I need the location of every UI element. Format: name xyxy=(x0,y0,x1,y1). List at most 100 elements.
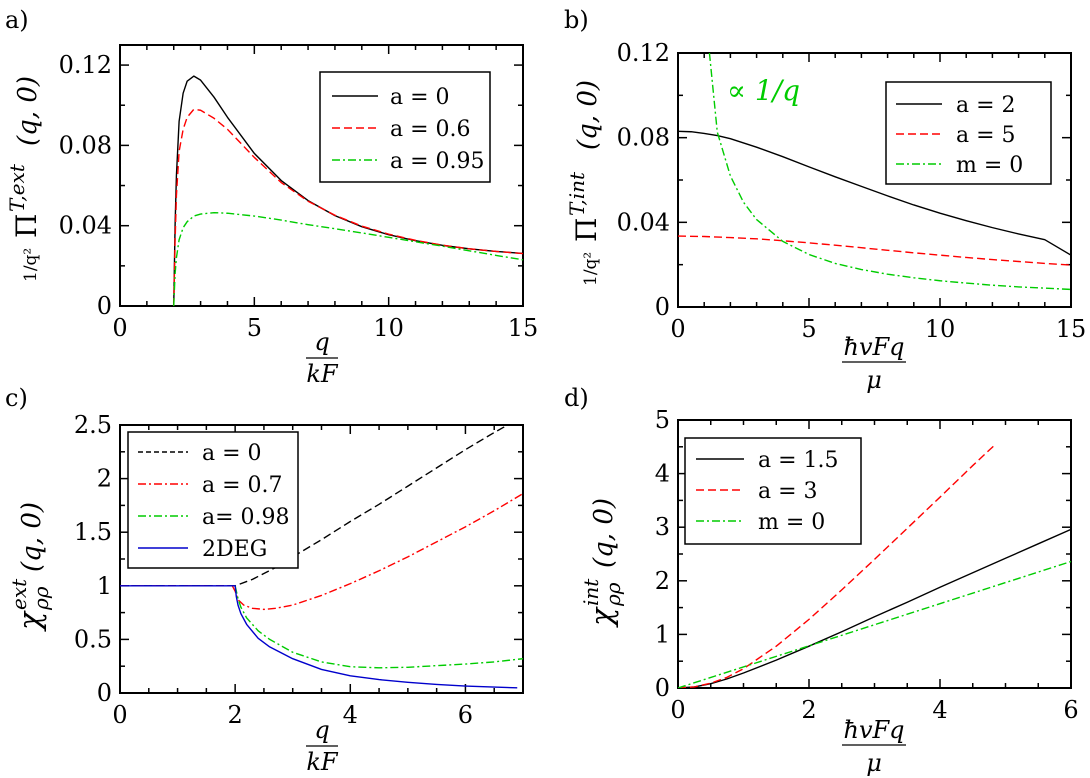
panel-b: b) 0 5 10 15 0 0.04 0.08 0.12 ∝ 1/q ħvFq… xyxy=(564,6,1086,394)
y-tick-label: 1.5 xyxy=(74,518,112,546)
y-label-superscript: int xyxy=(579,578,603,606)
y-tick-label: 4 xyxy=(655,460,670,488)
y-tick-label: 2 xyxy=(655,567,670,595)
legend-label: a = 0.6 xyxy=(390,117,471,142)
legend-label: a = 5 xyxy=(956,123,1016,148)
x-label-numerator: ħvFq xyxy=(843,716,904,744)
panel-b-series xyxy=(678,53,1071,291)
y-tick-label: 0 xyxy=(655,293,670,321)
x-tick-label: 0 xyxy=(670,696,685,724)
panel-a-legend: a = 0 a = 0.6 a = 0.95 xyxy=(319,71,491,183)
y-tick-label: 0 xyxy=(97,679,112,707)
x-tick-label: 15 xyxy=(1056,315,1087,343)
x-tick-label: 0 xyxy=(112,701,127,729)
panel-b-label: b) xyxy=(564,6,589,34)
series-line-a-0-6 xyxy=(173,108,523,306)
legend-label: 2DEG xyxy=(202,537,267,562)
series-line-a-5 xyxy=(678,235,1071,266)
x-label-numerator: q xyxy=(314,716,329,744)
x-label-denominator: kF xyxy=(306,748,339,776)
y-tick-label: 0.04 xyxy=(617,208,670,236)
y-tick-label: 2.5 xyxy=(74,411,112,439)
y-label-symbol: χ xyxy=(13,610,48,632)
y-tick-label: 0.08 xyxy=(59,131,112,159)
x-label-denominator: μ xyxy=(866,366,882,394)
legend-box xyxy=(127,431,299,569)
x-tick-label: 6 xyxy=(458,701,473,729)
panel-b-x-axis-label: ħvFq μ xyxy=(842,333,906,394)
panel-a: a) 0 5 10 15 0 0.04 0.08 0.12 q kF 1/q² … xyxy=(5,6,538,388)
y-label-superscript: ext xyxy=(7,578,31,610)
panel-d-y-tick-labels: 0 1 2 3 4 5 xyxy=(655,406,670,702)
legend-label: a= 0.98 xyxy=(202,505,290,530)
y-label-symbol: Π xyxy=(10,214,43,238)
panel-d-y-axis-label: χ int ρρ (q, 0) xyxy=(579,498,625,628)
x-tick-label: 6 xyxy=(1063,696,1078,724)
legend-label: m = 0 xyxy=(956,153,1023,178)
legend-label: a = 0 xyxy=(390,85,450,110)
panel-d-legend: a = 1.5 a = 3 m = 0 xyxy=(684,437,862,545)
panel-a-plot-frame xyxy=(119,44,524,307)
y-tick-label: 0.12 xyxy=(59,51,112,79)
panel-d-series xyxy=(678,443,1071,688)
panel-a-x-tick-labels: 0 5 10 15 xyxy=(112,314,538,342)
x-tick-label: 10 xyxy=(925,315,956,343)
x-label-denominator: kF xyxy=(306,360,339,388)
y-tick-label: 0.12 xyxy=(617,39,670,67)
panel-b-y-axis-label: 1/q² Π T,int (q, 0) xyxy=(565,80,603,286)
panel-d: d) 0 2 4 6 0 1 2 3 4 5 ħvFq μ χ int ρρ xyxy=(564,384,1079,777)
panel-b-legend: a = 2 a = 5 m = 0 xyxy=(885,81,1052,185)
panel-c: c) 0 2 4 6 0 0.5 1 1.5 2 2.5 q kF χ ext … xyxy=(5,384,524,776)
y-label-superscript: T,ext xyxy=(5,163,29,212)
panel-a-ticks xyxy=(119,45,524,307)
series-line-a-0-95 xyxy=(173,211,523,306)
y-label-superscript: T,int xyxy=(565,171,589,216)
legend-box xyxy=(319,71,491,183)
y-label-arguments: (q, 0) xyxy=(589,498,619,568)
legend-box xyxy=(684,437,862,545)
legend-label: a = 3 xyxy=(758,479,818,504)
y-label-arguments: (q, 0) xyxy=(573,80,603,150)
y-label-subscript: ρρ xyxy=(601,582,625,607)
series-line-a-0 xyxy=(120,425,510,587)
y-tick-label: 1 xyxy=(97,572,112,600)
legend-box xyxy=(885,81,1052,185)
legend-label: a = 1.5 xyxy=(758,448,839,473)
x-tick-label: 5 xyxy=(247,314,262,342)
y-tick-label: 0.04 xyxy=(59,212,112,240)
panel-c-legend: a = 0 a = 0.7 a= 0.98 2DEG xyxy=(127,431,299,569)
series-line-2deg xyxy=(120,585,518,689)
panel-c-y-tick-labels: 0 0.5 1 1.5 2 2.5 xyxy=(74,411,112,707)
x-tick-label: 2 xyxy=(228,701,243,729)
x-tick-label: 10 xyxy=(373,314,404,342)
y-tick-label: 5 xyxy=(655,406,670,434)
x-label-numerator: q xyxy=(314,328,329,356)
panel-b-ticks xyxy=(677,52,1072,308)
x-tick-label: 4 xyxy=(343,701,358,729)
panel-a-y-tick-labels: 0 0.04 0.08 0.12 xyxy=(59,51,112,320)
panel-b-annotation: ∝ 1/q xyxy=(727,74,800,107)
y-label-arguments: (q, 0) xyxy=(13,76,43,146)
panel-b-x-tick-labels: 0 5 10 15 xyxy=(670,315,1086,343)
y-tick-label: 3 xyxy=(655,513,670,541)
y-tick-label: 0.5 xyxy=(74,625,112,653)
y-label-symbol: Π xyxy=(570,218,603,242)
panel-c-x-axis-label: q kF xyxy=(306,716,339,776)
series-line-a-3 xyxy=(678,443,997,688)
y-label-arguments: (q, 0) xyxy=(17,502,47,572)
series-line-a-0-98 xyxy=(234,585,523,669)
panel-d-x-tick-labels: 0 2 4 6 xyxy=(670,696,1078,724)
legend-label: a = 0.95 xyxy=(390,149,485,174)
x-tick-label: 15 xyxy=(508,314,539,342)
legend-label: a = 0 xyxy=(202,441,262,466)
series-line-a-1-5 xyxy=(678,528,1071,688)
panel-c-label: c) xyxy=(5,384,28,412)
series-line-a-2 xyxy=(678,130,1071,256)
y-label-prefactor: 1/q² xyxy=(21,248,41,282)
y-label-symbol: χ xyxy=(585,606,620,628)
panel-c-y-axis-label: χ ext ρρ (q, 0) xyxy=(7,502,53,632)
x-label-numerator: ħvFq xyxy=(843,333,904,361)
panel-b-y-tick-labels: 0 0.04 0.08 0.12 xyxy=(617,39,670,321)
x-tick-label: 0 xyxy=(112,314,127,342)
